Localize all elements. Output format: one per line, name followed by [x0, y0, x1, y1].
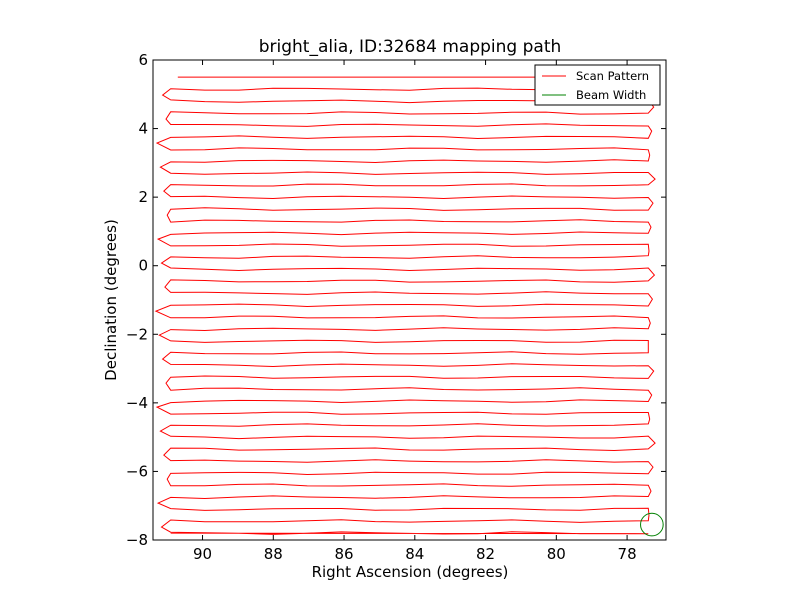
chart-title: bright_alia, ID:32684 mapping path	[259, 37, 562, 57]
x-axis: 90 88 86 84 82 80 78	[193, 60, 637, 563]
x-tick-label: 82	[476, 545, 495, 563]
y-tick-label: −4	[126, 394, 148, 412]
x-axis-label: Right Ascension (degrees)	[312, 563, 509, 581]
x-tick-label: 80	[547, 545, 566, 563]
legend-label-beam-width: Beam Width	[576, 88, 646, 102]
x-tick-label: 88	[264, 545, 283, 563]
legend: Scan Pattern Beam Width	[534, 64, 661, 106]
y-tick-label: 6	[138, 51, 148, 69]
y-axis: −8 −6 −4 −2 0 2 4 6	[126, 51, 666, 549]
plot-area	[153, 60, 666, 540]
y-tick-label: −2	[126, 325, 148, 343]
y-tick-label: 0	[138, 257, 148, 275]
plot-frame	[152, 59, 667, 541]
y-tick-label: −6	[126, 462, 148, 480]
series-scan-pattern	[154, 76, 656, 535]
legend-box	[534, 64, 661, 106]
series-layer	[154, 76, 664, 537]
y-tick-label: −8	[126, 531, 148, 549]
y-axis-label: Declination (degrees)	[102, 219, 120, 381]
series-beam-width	[640, 512, 664, 537]
x-tick-label: 86	[335, 545, 354, 563]
x-tick-label: 90	[193, 545, 212, 563]
y-tick-label: 2	[138, 188, 148, 206]
legend-label-scan-pattern: Scan Pattern	[576, 69, 649, 83]
x-tick-label: 78	[618, 545, 637, 563]
x-tick-label: 84	[405, 545, 424, 563]
y-tick-label: 4	[138, 120, 148, 138]
